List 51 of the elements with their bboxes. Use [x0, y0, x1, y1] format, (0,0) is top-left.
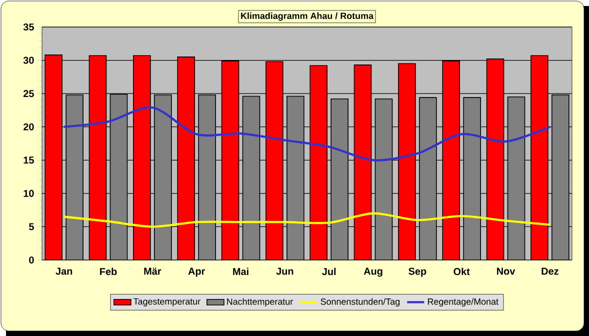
bar [110, 94, 128, 260]
bar [486, 58, 504, 260]
bar [198, 94, 216, 260]
y-tick-label: 15 [24, 156, 34, 164]
y-tick-label: 5 [29, 223, 34, 230]
bar [66, 94, 84, 260]
y-tick-label: 30 [23, 56, 34, 64]
bar [242, 96, 260, 260]
x-tick-label: Jan [56, 268, 72, 275]
x-tick-label: Feb [100, 268, 117, 276]
y-tick-label: 25 [23, 90, 34, 98]
bar [178, 56, 195, 260]
x-tick-label: Aug [364, 268, 382, 277]
legend-label: Regentage/Monat [428, 298, 498, 307]
y-tick-label: 10 [24, 190, 34, 197]
x-tick-label: Apr [188, 268, 206, 277]
chart-title: Klimadiagramm Ahau / Rotuma [241, 12, 374, 21]
bar [222, 60, 239, 260]
bar [133, 56, 150, 260]
bar [442, 60, 460, 260]
bar [464, 98, 481, 260]
x-tick-label: Nov [497, 268, 516, 275]
x-tick-label: Sep [408, 268, 426, 277]
x-tick-label: Dez [542, 268, 558, 275]
bar [331, 98, 348, 260]
bar [530, 55, 548, 260]
bar [266, 62, 283, 260]
legend-label: Tagestemperatur [133, 298, 200, 306]
line-series [62, 212, 552, 228]
bar [508, 96, 525, 260]
x-tick-label: Jul [322, 268, 336, 276]
bar [354, 64, 372, 260]
x-tick-label: Jun [276, 268, 294, 275]
bar [310, 66, 328, 260]
x-tick-label: Mär [144, 268, 162, 275]
y-tick-label: 20 [23, 123, 34, 130]
legend-label: Sonnenstunden/Tag [320, 298, 400, 307]
bar [398, 64, 416, 260]
x-tick-label: Okt [454, 268, 470, 276]
bar [89, 56, 106, 260]
bar [154, 94, 172, 260]
bar [375, 98, 392, 260]
bar [419, 98, 436, 260]
y-tick-label: 0 [29, 256, 34, 264]
bar [552, 94, 570, 260]
bar [286, 96, 304, 260]
y-tick-label: 35 [23, 23, 34, 31]
line-series [62, 106, 552, 162]
x-tick-label: Mai [233, 268, 248, 276]
legend-label: Nachttemperatur [227, 298, 293, 307]
bar [45, 54, 62, 260]
